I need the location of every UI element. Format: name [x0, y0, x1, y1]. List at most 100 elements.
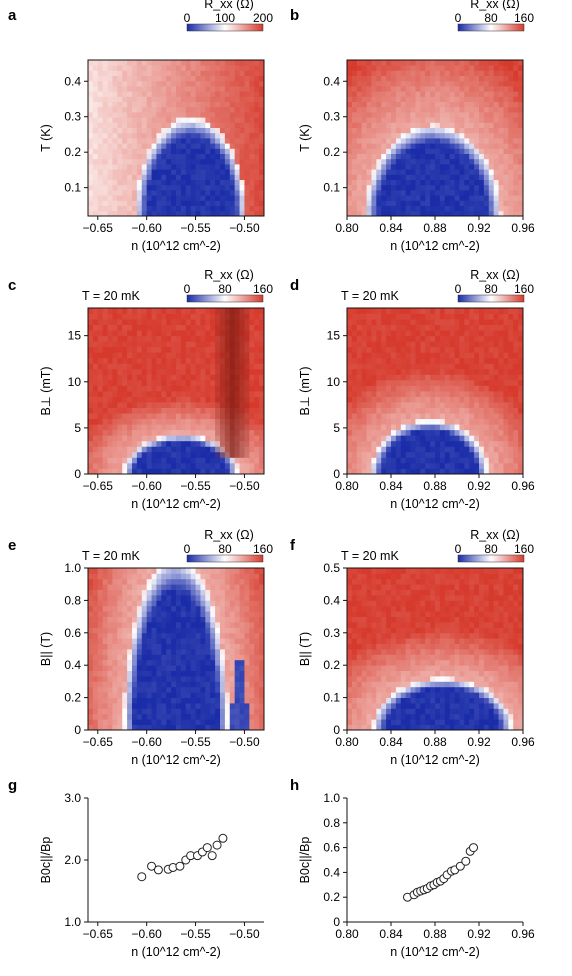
y-tick-label: 10 — [327, 375, 341, 389]
heatmap-cell — [185, 440, 192, 447]
heatmap-cell — [508, 424, 514, 431]
heatmap-cell — [347, 70, 353, 76]
heatmap-cell — [488, 195, 495, 201]
heatmap-cell — [185, 352, 192, 359]
heatmap-cell — [454, 391, 460, 397]
heatmap-cell — [166, 184, 172, 191]
heatmap-cell — [205, 368, 211, 375]
heatmap-cell — [92, 413, 99, 420]
heatmap-cell — [117, 670, 123, 677]
heatmap-cell — [132, 86, 138, 92]
heatmap-cell — [117, 659, 123, 666]
heatmap-cell — [210, 190, 216, 196]
heatmap-cell — [88, 407, 94, 414]
heatmap-cell — [171, 352, 177, 359]
heatmap-cell — [127, 122, 133, 128]
heatmap-cell — [513, 357, 519, 364]
heatmap-cell — [503, 164, 509, 170]
heatmap-cell — [229, 132, 236, 139]
heatmap-cell — [366, 346, 372, 353]
heatmap-cell — [259, 75, 265, 82]
heatmap-cell — [464, 153, 470, 160]
heatmap-cell — [112, 385, 118, 392]
heatmap-cell — [180, 363, 187, 370]
heatmap-cell — [117, 703, 123, 709]
heatmap-cell — [381, 407, 387, 414]
heatmap-cell — [425, 424, 431, 431]
heatmap-cell — [244, 169, 250, 175]
heatmap-cell — [449, 396, 455, 403]
heatmap-cell — [200, 101, 206, 108]
heatmap-cell — [88, 665, 94, 671]
heatmap-cell — [410, 184, 416, 191]
panel-letter: c — [8, 277, 16, 294]
heatmap-cell — [146, 158, 152, 165]
heatmap-cell — [171, 65, 177, 71]
heatmap-cell — [132, 676, 138, 682]
heatmap-cell — [439, 451, 446, 458]
heatmap-cell — [195, 164, 201, 170]
heatmap-cell — [386, 195, 392, 201]
heatmap-cell — [469, 148, 475, 154]
heatmap-cell — [112, 80, 118, 87]
heatmap-cell — [444, 164, 451, 170]
heatmap-cell — [92, 101, 99, 108]
heatmap-cell — [254, 174, 260, 180]
heatmap-cell — [464, 440, 470, 447]
heatmap-cell — [141, 117, 148, 123]
heatmap-cell — [503, 330, 509, 337]
heatmap-cell — [444, 96, 451, 102]
heatmap-cell — [127, 440, 133, 447]
heatmap-cell — [503, 70, 509, 76]
heatmap-cell — [176, 424, 182, 431]
heatmap-cell — [200, 424, 206, 431]
heatmap-cell — [122, 112, 128, 118]
heatmap-cell — [136, 335, 143, 342]
heatmap-cell — [180, 106, 187, 113]
heatmap-cell — [259, 205, 265, 212]
heatmap-cell — [210, 127, 216, 134]
heatmap-cell — [405, 80, 411, 87]
heatmap-cell — [444, 368, 451, 375]
heatmap-cell — [391, 363, 397, 370]
heatmap-cell — [97, 195, 104, 201]
heatmap-cell — [180, 435, 187, 442]
heatmap-cell — [88, 117, 94, 123]
heatmap-cell — [151, 153, 157, 160]
heatmap-cell — [141, 573, 148, 580]
heatmap-cell — [449, 429, 455, 436]
heatmap-cell — [439, 341, 446, 348]
heatmap-cell — [195, 184, 201, 191]
heatmap-cell — [508, 308, 514, 314]
heatmap-cell — [176, 374, 182, 381]
heatmap-cell — [180, 174, 187, 180]
heatmap-cell — [464, 385, 470, 392]
heatmap-cell — [410, 391, 416, 397]
heatmap-cell — [195, 352, 201, 359]
heatmap-cell — [239, 407, 245, 414]
heatmap-cell — [400, 424, 407, 431]
heatmap-cell — [107, 435, 113, 442]
heatmap-cell — [190, 424, 196, 431]
heatmap-cell — [513, 396, 519, 403]
heatmap-cell — [395, 402, 402, 408]
heatmap-cell — [224, 357, 231, 364]
heatmap-cell — [488, 357, 495, 364]
heatmap-cell — [395, 407, 402, 414]
heatmap-cell — [215, 80, 221, 87]
heatmap-cell — [136, 341, 143, 348]
heatmap-cell — [503, 413, 509, 420]
heatmap-cell — [141, 402, 148, 408]
heatmap-cell — [425, 451, 431, 458]
heatmap-cell — [180, 457, 187, 464]
heatmap-cell — [244, 357, 250, 364]
heatmap-cell — [493, 396, 499, 403]
heatmap-cell — [171, 418, 177, 425]
heatmap-cell — [479, 200, 485, 206]
heatmap-cell — [400, 138, 407, 144]
heatmap-cell — [459, 91, 465, 97]
heatmap-cell — [244, 60, 250, 66]
heatmap-cell — [259, 169, 265, 175]
heatmap-cell — [136, 429, 143, 436]
heatmap-cell — [97, 352, 104, 359]
